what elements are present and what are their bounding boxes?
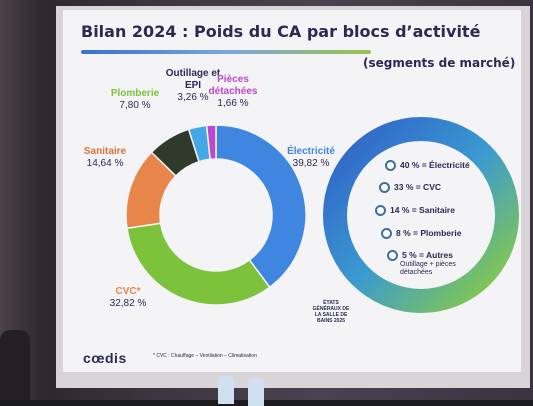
bottle [218,376,234,404]
legend-cvc-text: 33 % = CVC [394,182,442,192]
label-plomberie-name: Plomberie [110,88,160,99]
slide-subtitle: (segments de marché) [363,56,516,70]
slide-title: Bilan 2024 : Poids du CA par blocs d’act… [81,22,481,41]
legend-autres-text: 5 % = Autres [402,250,453,260]
legend-sanitaire: 14 % = Sanitaire [375,205,455,217]
title-underline [81,50,371,54]
donut-slice-electricite [215,124,307,289]
donut-slice-pieces [205,124,217,161]
summary-ring [323,117,519,313]
label-outillage-value: 3,26 % [177,92,209,103]
label-outillage: Outillage et EPI 3,26 % [163,68,223,104]
legend-dot-icon [381,228,392,240]
label-sanitaire-name: Sanitaire [83,146,127,157]
label-sanitaire: Sanitaire 14,64 % [75,146,135,170]
legend-autres: 5 % = Autres Outillage + pièces détachée… [387,250,470,277]
legend-dot-icon [375,205,386,217]
footnote: * CVC : Chauffage – Ventilation – Climat… [153,353,257,359]
label-electricite-value: 39,82 % [292,158,330,169]
label-cvc: CVC* 32,82 % [98,286,158,310]
label-cvc-name: CVC* [115,286,141,297]
legend-electricite: 40 % = Électricité [385,160,470,172]
legend-dot-icon [387,250,398,262]
event-logo: ÉTATS GÉNÉRAUX DE LA SALLE DE BAINS 2025 [312,300,350,324]
legend-electricite-text: 40 % = Électricité [400,160,470,170]
legend-dot-icon [385,160,396,172]
legend-sanitaire-text: 14 % = Sanitaire [390,205,455,215]
label-outillage-name: Outillage et EPI [165,68,221,91]
bottle [248,378,264,406]
legend-autres-sub: Outillage + pièces détachées [400,261,456,277]
slide: Bilan 2024 : Poids du CA par blocs d’act… [63,10,521,372]
donut-slice-cvc [126,222,271,306]
label-electricite: Électricité 39,82 % [281,146,341,170]
activity-donut-chart [125,117,519,313]
legend-plomberie-text: 8 % = Plomberie [396,228,462,238]
label-plomberie: Plomberie 7,80 % [105,88,165,112]
label-pieces-value: 1,66 % [217,98,249,109]
label-electricite-name: Électricité [287,146,335,157]
label-pieces-name: Pièces détachées [208,74,258,97]
company-logo: cœdis [83,350,127,366]
label-plomberie-value: 7,80 % [119,100,151,111]
label-cvc-value: 32,82 % [109,298,147,309]
label-sanitaire-value: 14,64 % [86,158,124,169]
legend-plomberie: 8 % = Plomberie [381,228,462,240]
legend-dot-icon [379,182,390,194]
legend-cvc: 33 % = CVC [379,182,442,194]
label-pieces: Pièces détachées 1,66 % [208,74,258,110]
speaker-silhouette [0,330,30,400]
